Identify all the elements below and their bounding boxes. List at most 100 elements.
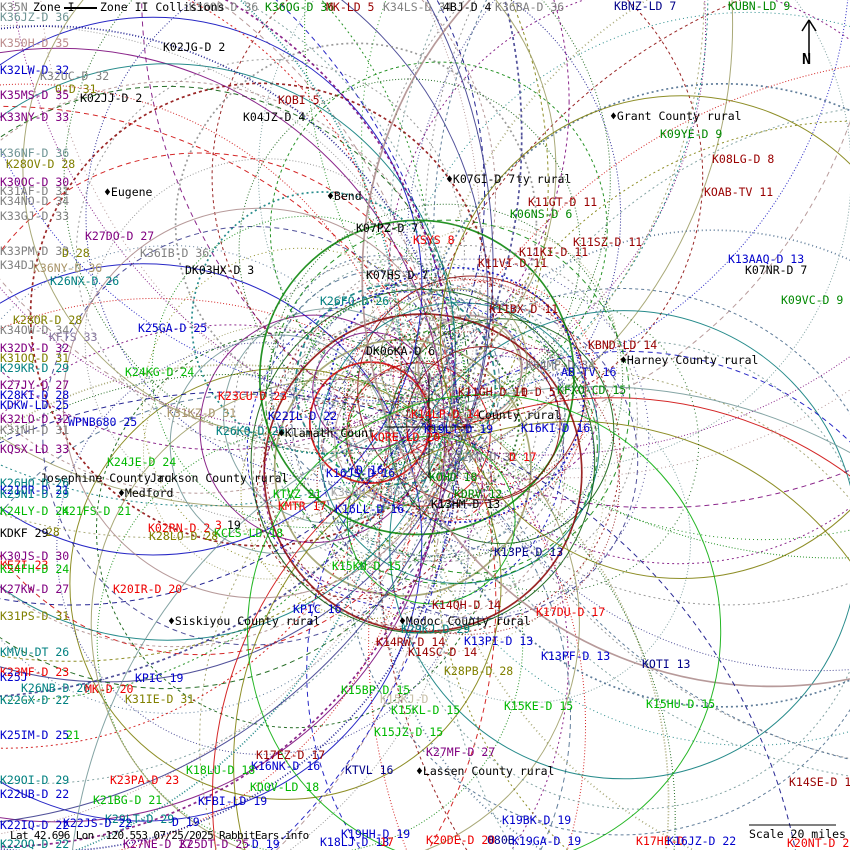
station-label: KPIC 16 bbox=[293, 602, 342, 616]
station-label: KSYS 8 bbox=[413, 233, 455, 247]
coverage-arc bbox=[0, 0, 523, 697]
coverage-arc bbox=[0, 0, 482, 835]
coverage-arc bbox=[0, 298, 586, 850]
station-label: K14SE-D 14 bbox=[789, 775, 850, 789]
coverage-arc bbox=[256, 396, 460, 600]
coverage-arc bbox=[398, 355, 595, 552]
station-label: KBND-LD 14 bbox=[588, 338, 658, 352]
station-label: K32LW-D 32 bbox=[0, 63, 70, 77]
station-label: K11GT-D 11 bbox=[528, 195, 598, 209]
station-label: K15KL-D 15 bbox=[391, 703, 461, 717]
site-label: ♦Bend bbox=[327, 189, 362, 203]
station-label: KOBI 5 bbox=[278, 93, 320, 107]
coverage-arc bbox=[0, 16, 423, 556]
station-label: K29LT-D 29 bbox=[105, 812, 175, 826]
station-label: K20IR-D 20 bbox=[113, 582, 183, 596]
coverage-arc bbox=[247, 394, 722, 850]
station-label: K26FQ-D 26 bbox=[320, 294, 390, 308]
station-label: K21FS-D 21 bbox=[62, 504, 132, 518]
station-label: K15HU-D 15 bbox=[646, 697, 716, 711]
coverage-arc bbox=[259, 307, 606, 654]
site-label: ♦Harney County rural bbox=[620, 353, 759, 367]
station-label: K34LS-D 34 bbox=[383, 0, 453, 14]
station-label: K30JS-D 30 bbox=[0, 549, 70, 563]
coverage-arc bbox=[289, 258, 650, 618]
coverage-arc bbox=[265, 219, 631, 585]
legend-zone-line-sample bbox=[64, 7, 97, 9]
station-label: K11SZ-D 11 bbox=[573, 235, 643, 249]
coverage-arc bbox=[215, 0, 446, 850]
coverage-arc bbox=[0, 0, 706, 429]
coverage-arc bbox=[84, 158, 448, 522]
station-label: KFXO-CD 15 bbox=[557, 383, 627, 397]
coverage-arc bbox=[240, 364, 496, 620]
station-label: K19HH-D 19 bbox=[341, 827, 411, 841]
station-label: K22GX-D 22 bbox=[0, 693, 70, 707]
station-label: K11VI-D 11 bbox=[478, 256, 548, 270]
station-label: K23MF-D 23 bbox=[0, 665, 70, 679]
label-fragment: D 28 bbox=[62, 246, 90, 260]
coverage-arc bbox=[379, 288, 528, 436]
coverage-arc bbox=[62, 207, 454, 599]
label-fragment: MK-D 20 bbox=[85, 682, 134, 696]
station-label: K15KE-D 15 bbox=[504, 699, 574, 713]
station-label: K33NY-D 33 bbox=[0, 110, 70, 124]
station-label: KOAB-TV 11 bbox=[704, 185, 774, 199]
coverage-arc bbox=[361, 0, 850, 688]
coverage-arc bbox=[0, 0, 570, 451]
station-label: K28OV-D 28 bbox=[6, 157, 76, 171]
label-fragment: ty rural bbox=[516, 172, 572, 186]
station-label: K13PF-D 13 bbox=[541, 649, 611, 663]
site-label: ♦Lassen County rural bbox=[416, 764, 555, 778]
station-label: DK03HX-D 3 bbox=[185, 263, 255, 277]
label-fragment: -D 19 bbox=[245, 837, 280, 850]
station-label: K31PS-D 31 bbox=[0, 609, 70, 623]
site-label: Jackson County rural bbox=[150, 471, 289, 485]
station-label: K14SC-D 14 bbox=[408, 645, 478, 659]
label-fragment: K31NH-D 31 bbox=[0, 423, 70, 437]
coverage-arc bbox=[388, 318, 615, 545]
station-label: K19BK-D 19 bbox=[502, 813, 572, 827]
station-label: K34OW-D 34 bbox=[0, 323, 70, 337]
station-label: KDKW-LD 25 bbox=[0, 398, 70, 412]
station-label: KPIC 19 bbox=[135, 671, 184, 685]
station-label: K15KN-D 15 bbox=[332, 559, 402, 573]
station-label: K11KI-D 11 bbox=[519, 245, 589, 259]
station-label: K29KR-D 29 bbox=[0, 361, 70, 375]
station-label: K26HO-D 26 bbox=[0, 476, 70, 490]
station-label: K13AAQ-D 13 bbox=[728, 252, 805, 266]
coverage-arc bbox=[403, 433, 492, 522]
coverage-arc bbox=[0, 0, 849, 403]
station-label: KTVZ 21 bbox=[273, 487, 322, 501]
station-label: K35MS-D 35 bbox=[0, 88, 70, 102]
station-label: K24LY-D 24 bbox=[0, 504, 70, 518]
north-compass-label: N bbox=[802, 50, 812, 68]
station-label: KOHD 18 bbox=[429, 470, 478, 484]
label-fragment: AB-TV 16 bbox=[561, 365, 617, 379]
station-label: K16JS-D 16 bbox=[326, 466, 396, 480]
coverage-arc bbox=[0, 364, 670, 850]
station-label: KEZI 23 bbox=[0, 558, 49, 572]
station-label: K25GA-D 25 bbox=[138, 321, 208, 335]
coverage-arc bbox=[346, 435, 516, 605]
status-bar: Lat 42.696 Lon -120.553 07/25/2025 Rabbi… bbox=[10, 829, 309, 842]
coverage-arc bbox=[174, 42, 538, 405]
station-label: K36NF-D 36 bbox=[0, 146, 70, 160]
station-label: K26KQ-D 26 bbox=[216, 424, 286, 438]
coverage-arc bbox=[346, 322, 598, 574]
label-fragment: K15KJ-D bbox=[380, 692, 429, 706]
station-label: K36HH-D 36 bbox=[331, 485, 401, 499]
label-fragment: D 19 bbox=[172, 815, 200, 829]
coverage-arc bbox=[440, 108, 850, 850]
label-fragment: K34DJ bbox=[0, 258, 35, 272]
coverage-arc bbox=[0, 0, 733, 508]
station-label: KMVU-DT 26 bbox=[0, 645, 70, 659]
coverage-arc bbox=[367, 379, 691, 704]
station-label: K25DT-D 25 bbox=[180, 837, 250, 850]
coverage-arc bbox=[0, 106, 497, 850]
map-decorations bbox=[385, 19, 836, 826]
coverage-arc bbox=[321, 319, 565, 563]
station-label: K26NB-D 26 bbox=[21, 681, 91, 695]
